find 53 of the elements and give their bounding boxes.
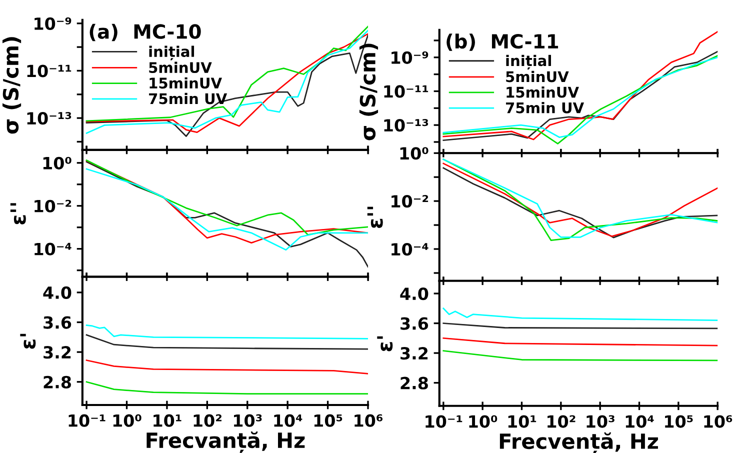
y-tick-label: 3.6 — [400, 317, 428, 330]
y-tick-label: 10⁻¹¹ — [384, 85, 428, 98]
y-axis-title: σ (S/cm) — [2, 37, 22, 134]
y-tick-label: 4.0 — [43, 286, 72, 300]
y-tick-label: 10⁻⁴ — [34, 242, 72, 256]
y-tick-label: 3.6 — [44, 316, 72, 329]
legend-label: 5minUV — [506, 70, 569, 82]
y-tick-label: 3.2 — [44, 346, 71, 359]
x-tick-label: 10¹ — [154, 414, 182, 427]
y-tick-label: 4.0 — [400, 287, 428, 300]
y-axis-title: ε' — [377, 336, 393, 352]
x-tick-label: 10⁶ — [354, 414, 383, 427]
x-tick-label: 10³ — [586, 415, 614, 428]
x-axis-title: Frecvanță, Hz — [146, 432, 305, 453]
y-tick-label: 2.8 — [400, 376, 428, 390]
y-axis-title: σ (S/cm) — [359, 44, 378, 140]
legend-label: 15minUV — [506, 86, 579, 98]
y-tick-label: 10⁻¹³ — [384, 119, 428, 132]
y-tick-label: 10⁻⁴ — [392, 242, 428, 256]
legend-label: 5minUV — [149, 62, 212, 74]
legend-label: 75min UV — [506, 102, 584, 114]
y-tick-label: 10⁻² — [392, 195, 428, 208]
y-tick-label: 10⁰ — [400, 147, 428, 160]
x-tick-label: 10¹ — [508, 415, 536, 428]
x-tick-label: 10⁵ — [665, 415, 693, 428]
y-axis-title: ε'' — [10, 203, 26, 224]
annotation: (b) MC-11 — [446, 34, 558, 51]
x-tick-label: 10² — [194, 414, 222, 427]
y-tick-label: 10⁻⁹ — [34, 17, 72, 30]
annotation: (a) MC-10 — [90, 24, 201, 42]
y-tick-label: 10⁻⁹ — [392, 51, 428, 64]
legend-label: inițial — [506, 54, 551, 70]
x-tick-label: 10⁻¹ — [68, 414, 106, 427]
x-tick-label: 10⁰ — [469, 415, 498, 428]
y-tick-label: 10⁻¹¹ — [27, 64, 72, 78]
y-tick-label: 10⁰ — [43, 156, 72, 170]
y-axis-title: ε' — [20, 334, 36, 349]
x-tick-label: 10² — [548, 415, 576, 428]
y-tick-label: 3.2 — [400, 347, 428, 360]
y-tick-label: 2.8 — [44, 376, 71, 388]
legend-label: 75min UV — [149, 92, 228, 104]
x-tick-label: 10⁶ — [704, 415, 732, 428]
y-axis-title: ε'' — [367, 206, 383, 228]
x-tick-label: 10⁴ — [626, 415, 654, 428]
y-tick-label: 10⁻² — [34, 200, 72, 212]
x-tick-label: 10⁵ — [314, 414, 342, 427]
x-tick-label: 10⁻¹ — [426, 415, 462, 428]
x-tick-label: 10³ — [234, 414, 262, 427]
x-tick-label: 10⁴ — [274, 414, 302, 427]
y-tick-label: 10⁻¹³ — [27, 112, 72, 125]
legend-label: inițial — [149, 46, 194, 60]
legend-label: 15minUV — [150, 77, 222, 89]
x-tick-label: 10⁰ — [113, 414, 142, 427]
